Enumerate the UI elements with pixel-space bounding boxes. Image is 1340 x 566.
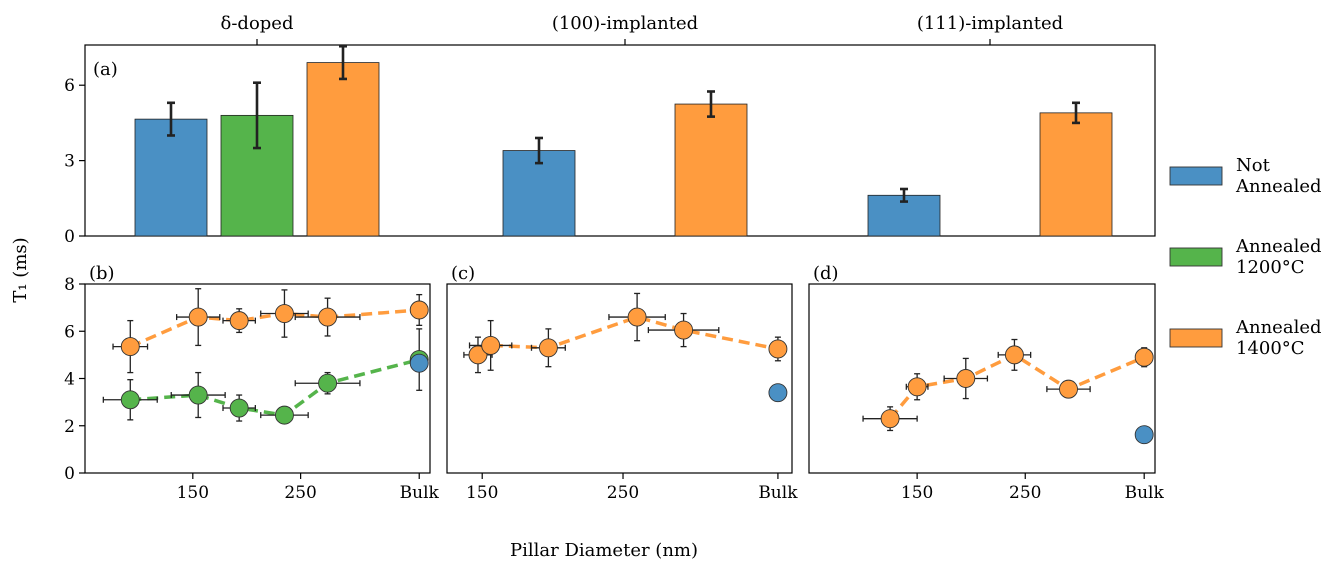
data-point-annealed_1400 xyxy=(768,339,788,359)
legend-swatch-annealed_1200 xyxy=(1169,247,1223,267)
panel-c: 150 250 Bulk (c) xyxy=(446,263,798,503)
bar-annealed_1400 xyxy=(306,62,380,237)
panel-label: (c) xyxy=(451,263,475,284)
top-category-label: δ-doped xyxy=(221,13,294,34)
data-point-annealed_1200 xyxy=(229,398,249,418)
y-tick-label: 4 xyxy=(64,370,75,390)
y-tick-label: 0 xyxy=(64,227,75,247)
data-point-annealed_1400 xyxy=(880,409,900,429)
data-point-annealed_1400 xyxy=(627,307,647,327)
panel-a: 0 3 6 δ-doped (100)-implanted (111)-implanted… xyxy=(64,13,1156,247)
x-axis-label: Pillar Diameter (nm) xyxy=(510,540,698,561)
x-tick-label: Bulk xyxy=(1125,483,1165,503)
x-tick-label: Bulk xyxy=(758,483,798,503)
panel-a-frame xyxy=(84,44,1156,237)
legend-label: 1400°C xyxy=(1236,338,1305,359)
data-point-not_annealed xyxy=(409,353,429,373)
y-tick-label: 6 xyxy=(64,322,75,342)
series-line-annealed_1400 xyxy=(476,315,779,357)
data-point-annealed_1400 xyxy=(481,335,501,355)
bar-not_annealed xyxy=(502,150,576,237)
panel-label: (d) xyxy=(813,263,839,284)
data-point-annealed_1200 xyxy=(318,373,338,393)
panel-b: 150 250 Bulk 0 2 4 6 8 (b) xyxy=(64,263,439,503)
x-tick-label: 250 xyxy=(1009,483,1041,503)
y-tick-label: 6 xyxy=(64,76,75,96)
x-tick-label: 250 xyxy=(284,483,316,503)
legend-label: Annealed xyxy=(1235,236,1322,257)
data-point-annealed_1400 xyxy=(1059,379,1078,399)
bar-annealed_1400 xyxy=(1039,112,1113,237)
data-point-annealed_1400 xyxy=(229,311,249,331)
panel-frame xyxy=(808,283,1156,474)
legend-label: Not xyxy=(1236,155,1271,176)
legend-swatch-annealed_1400 xyxy=(1169,328,1223,348)
data-point-annealed_1400 xyxy=(275,304,294,323)
y-tick-label: 8 xyxy=(64,275,75,295)
data-point-annealed_1400 xyxy=(907,377,927,397)
panel-d: 150 250 Bulk (d) xyxy=(808,263,1165,503)
data-point-not_annealed xyxy=(1134,425,1154,445)
panel-frame xyxy=(446,283,793,474)
legend-label: Annealed xyxy=(1235,176,1322,197)
data-point-annealed_1400 xyxy=(1134,347,1154,367)
data-point-annealed_1400 xyxy=(674,320,694,340)
y-tick-label: 0 xyxy=(64,464,75,484)
panel-label: (b) xyxy=(89,263,115,284)
bar-annealed_1400 xyxy=(674,103,748,237)
data-point-annealed_1200 xyxy=(120,390,140,410)
data-point-annealed_1400 xyxy=(409,300,429,320)
series-line-annealed_1200 xyxy=(130,357,420,417)
top-category-label: (100)-implanted xyxy=(552,13,698,34)
x-tick-label: 150 xyxy=(901,483,933,503)
data-point-annealed_1200 xyxy=(188,385,208,405)
legend-swatch-not_annealed xyxy=(1169,166,1223,186)
legend-label: Annealed xyxy=(1235,317,1322,338)
data-point-annealed_1200 xyxy=(275,405,294,425)
y-axis-label: T₁ (ms) xyxy=(10,237,31,302)
x-tick-label: 150 xyxy=(466,483,498,503)
x-tick-label: 250 xyxy=(607,483,639,503)
data-point-annealed_1400 xyxy=(1004,345,1024,365)
y-tick-label: 3 xyxy=(64,152,75,172)
y-tick-label: 2 xyxy=(64,417,75,437)
top-category-label: (111)-implanted xyxy=(917,13,1063,34)
data-point-annealed_1400 xyxy=(188,307,208,327)
data-point-annealed_1400 xyxy=(956,369,976,388)
data-point-annealed_1400 xyxy=(318,307,338,327)
panel-label: (a) xyxy=(93,59,118,80)
x-tick-label: 150 xyxy=(177,483,209,503)
data-point-not_annealed xyxy=(768,383,788,403)
data-point-annealed_1400 xyxy=(120,337,140,357)
x-tick-label: Bulk xyxy=(400,483,440,503)
legend-label: 1200°C xyxy=(1236,257,1305,278)
series-line-annealed_1400 xyxy=(129,308,420,349)
data-point-annealed_1400 xyxy=(538,338,558,358)
